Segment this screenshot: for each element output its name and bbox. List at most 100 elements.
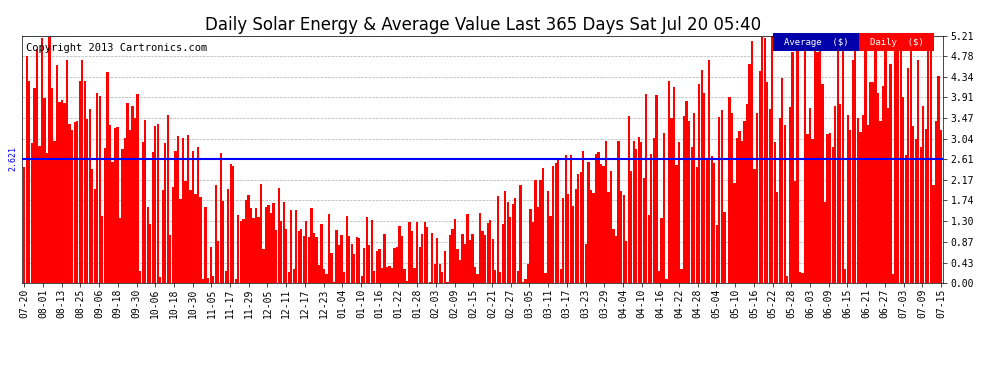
Bar [333,282,336,283]
Bar [849,130,851,283]
Bar [398,226,401,283]
Bar [602,166,605,283]
Bar [328,213,330,283]
Bar [701,70,703,283]
Bar [858,33,935,51]
Bar [509,217,512,283]
Bar [718,117,721,283]
Bar [50,88,53,283]
Bar [791,53,794,283]
Bar [442,272,444,283]
Bar [846,116,848,283]
Bar [864,36,866,283]
Bar [641,142,643,283]
Bar [106,72,109,283]
Bar [147,207,148,283]
Bar [734,183,736,283]
Bar [502,224,504,283]
Bar [613,229,615,283]
Bar [685,100,688,283]
Bar [129,130,132,283]
Bar [174,152,176,283]
Bar [809,108,811,283]
Bar [540,180,542,283]
Bar [716,225,718,283]
Bar [799,272,801,283]
Bar [39,146,41,283]
Bar [429,282,431,283]
Bar [935,121,938,283]
Bar [111,162,114,283]
Bar [109,124,111,283]
Bar [917,60,920,283]
Bar [260,184,262,283]
Bar [68,124,70,283]
Bar [249,208,252,283]
Bar [693,113,695,283]
Bar [655,96,657,283]
Bar [225,271,227,283]
Bar [773,33,858,51]
Bar [23,167,26,283]
Bar [837,36,839,283]
Bar [139,271,142,283]
Bar [743,121,745,283]
Bar [220,153,222,283]
Bar [451,229,453,283]
Bar [257,217,259,283]
Bar [600,164,602,283]
Bar [773,142,776,283]
Bar [895,36,897,283]
Bar [233,166,235,283]
Bar [373,271,375,283]
Bar [287,272,290,283]
Bar [814,48,816,283]
Bar [663,134,665,283]
Bar [597,152,600,283]
Bar [804,36,806,283]
Bar [522,282,524,283]
Bar [564,155,567,283]
Bar [892,274,894,283]
Bar [549,216,551,283]
Bar [590,190,592,283]
Bar [461,234,463,283]
Bar [665,279,667,283]
Bar [91,170,93,283]
Bar [552,166,554,283]
Bar [784,125,786,283]
Bar [416,222,419,283]
Bar [504,190,507,283]
Bar [353,254,355,283]
Bar [326,274,328,283]
Bar [636,149,638,283]
Bar [419,247,421,283]
Bar [81,60,83,283]
Bar [217,241,220,283]
Bar [512,204,514,283]
Bar [801,273,804,283]
Bar [404,269,406,283]
Bar [338,245,341,283]
Bar [751,40,753,283]
Bar [605,141,607,283]
Bar [149,224,151,283]
Bar [844,269,846,283]
Bar [346,216,347,283]
Bar [688,122,690,283]
Bar [189,190,192,283]
Bar [61,100,63,283]
Bar [486,223,489,283]
Bar [859,132,861,283]
Bar [318,265,320,283]
Bar [154,126,156,283]
Bar [49,37,50,283]
Bar [580,172,582,283]
Bar [867,125,869,283]
Bar [272,203,275,283]
Bar [492,239,494,283]
Bar [711,156,713,283]
Bar [690,147,693,283]
Bar [781,78,783,283]
Bar [114,128,116,283]
